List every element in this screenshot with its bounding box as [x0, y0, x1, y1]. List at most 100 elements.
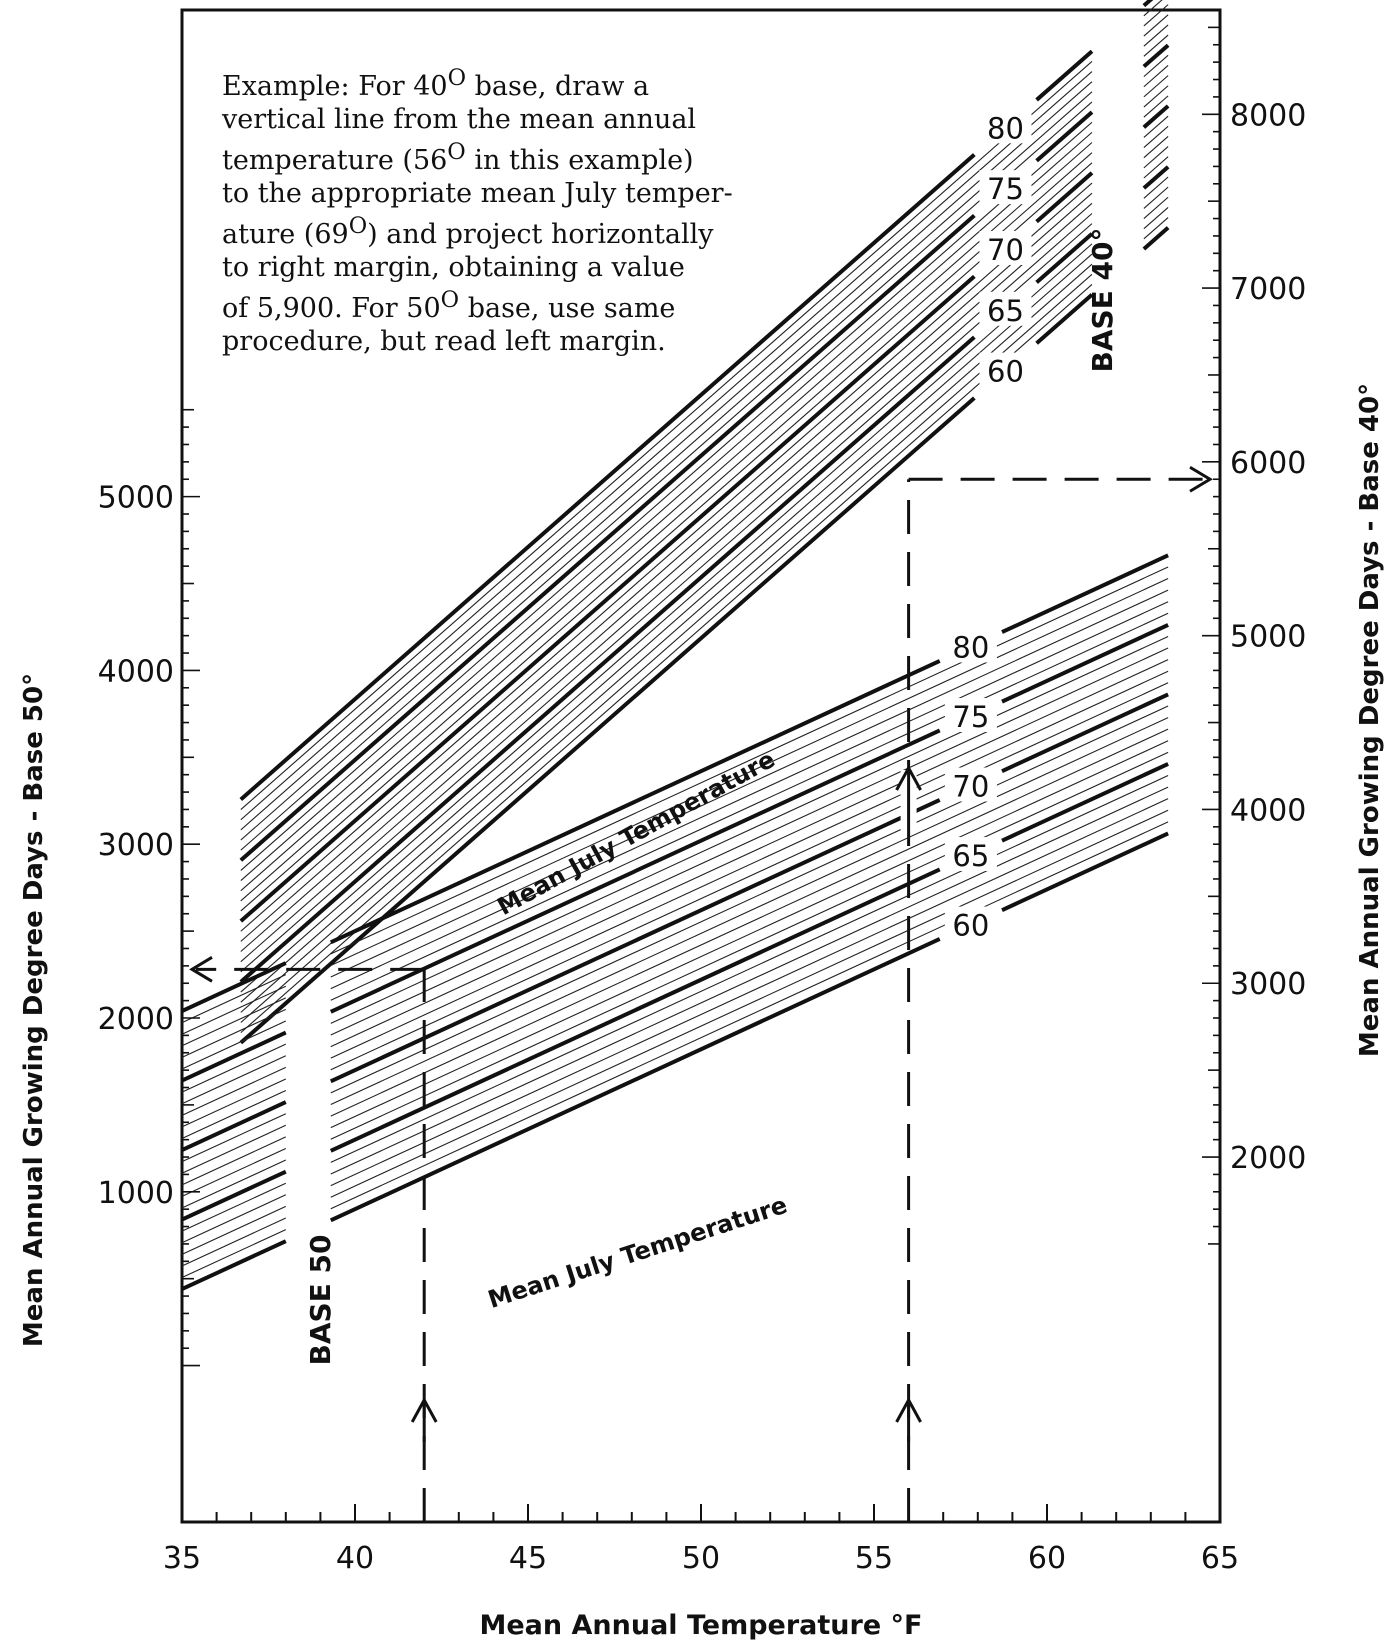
y-right-tick-label: 7000: [1230, 272, 1306, 307]
curve-july-60: [1001, 831, 1169, 912]
hatch-line: [181, 997, 287, 1047]
hatch-line: [1143, 4, 1169, 27]
curve-label-bg: [979, 230, 1032, 265]
hatch-line: [1143, 186, 1169, 209]
hatch-line: [181, 1182, 287, 1232]
hatch-line: [240, 223, 1093, 973]
curve-label: 80: [952, 630, 989, 664]
hatch-line: [240, 142, 1093, 892]
curve-july-70: [1035, 171, 1094, 224]
curve-label: 70: [987, 233, 1024, 267]
arrow-up-icon: [895, 1396, 922, 1442]
band-title-lower: Mean July Temperature: [485, 1191, 791, 1314]
hatch-line: [330, 589, 1169, 978]
hatch-line: [181, 1159, 287, 1209]
hatch-line: [1143, 217, 1169, 240]
curve-july-70: [239, 274, 976, 923]
hatch-line: [330, 670, 1169, 1059]
curve-july-80: [329, 659, 941, 945]
axes-layer: 35 40 45 50 55 60 65 1000 2000 3000 4000 5000 2000 30…: [98, 9, 1306, 1576]
left-axis-title: Mean Annual Growing Degree Days - Base 5…: [19, 673, 49, 1347]
hatch-line: [1143, 14, 1169, 37]
note-line: temperature (56O in this example): [222, 139, 694, 176]
hatch-line: [330, 647, 1169, 1036]
y-right-tick-label: 5000: [1230, 620, 1306, 655]
hatch-line: [330, 809, 1169, 1198]
curve-label-bg: [979, 109, 1032, 144]
x-tick-label: 35: [163, 1541, 201, 1576]
right-axis-title: Mean Annual Growing Degree Days - Base 4…: [1355, 383, 1385, 1057]
hatch-line: [1143, 125, 1169, 148]
curve-label: 60: [987, 355, 1024, 389]
base-40-label: BASE 40°: [1086, 227, 1119, 372]
hatch-line: [330, 635, 1169, 1024]
note-line: procedure, but read left margin.: [222, 326, 666, 357]
hatch-line: [181, 1205, 287, 1255]
hatch-line: [181, 1078, 287, 1128]
hatch-line: [240, 162, 1093, 912]
hatch-line: [181, 1055, 287, 1105]
y-right-tick-label: 4000: [1230, 793, 1306, 828]
curve-july-75: [181, 1030, 287, 1083]
hatch-line: [1143, 176, 1169, 199]
bands-layer: 60 65 70 75 80 60 65 70 75 80: [181, 0, 1170, 1291]
curve-july-80: [1001, 553, 1169, 634]
hatch-line: [240, 253, 1093, 1003]
curve-label-bg: [944, 628, 997, 663]
hatch-line: [240, 101, 1093, 851]
curve-july-60: [329, 937, 941, 1223]
hatch-line: [240, 121, 1093, 871]
hatch-line: [1143, 95, 1169, 118]
hatch-line: [1143, 65, 1169, 88]
hatch-line: [1143, 34, 1169, 57]
curve-july-65: [1001, 762, 1169, 843]
hatch-line: [181, 1020, 287, 1070]
hatch-line: [330, 682, 1169, 1071]
example-note: Example: For 40O base, draw a vertical l…: [222, 62, 862, 358]
curve-july-75: [1035, 110, 1094, 163]
hatch-line: [240, 284, 1093, 1034]
note-line: vertical line from the mean annual: [222, 104, 697, 135]
curve-july-75: [239, 214, 976, 862]
curve-july-60: [1035, 293, 1094, 345]
curve-label: 70: [952, 770, 989, 804]
curve-label: 75: [952, 700, 989, 734]
hatch-line: [240, 213, 1093, 963]
note-line: Example: For 40O base, draw a: [222, 65, 650, 102]
x-tick-label: 40: [336, 1541, 374, 1576]
x-axis-title: Mean Annual Temperature °F: [479, 1610, 922, 1641]
curve-july-70: [181, 1100, 287, 1152]
y-left-tick-label: 3000: [98, 828, 174, 863]
y-right-tick-label: 6000: [1230, 446, 1306, 481]
hatch-line: [1143, 146, 1169, 169]
curve-label-bg: [979, 352, 1032, 387]
curve-label-bg: [944, 767, 997, 802]
curve-label: 65: [952, 839, 989, 873]
hatch-line: [330, 717, 1169, 1106]
curve-label: 80: [987, 111, 1024, 145]
curve-label-bg: [944, 906, 997, 941]
x-tick-label: 60: [1028, 1541, 1066, 1576]
y-right-tick-label: 3000: [1230, 967, 1306, 1002]
hatch-line: [181, 1043, 287, 1093]
base-50-label: BASE 50: [304, 1234, 337, 1365]
curve-july-60: [1142, 226, 1170, 251]
curve-july-65: [239, 335, 976, 984]
curve-label: 75: [987, 172, 1024, 206]
hatch-line: [181, 1066, 287, 1116]
y-right-tick-label: 8000: [1230, 98, 1306, 133]
curve-july-65: [181, 1169, 287, 1222]
hatch-line: [240, 202, 1093, 952]
curve-label-bg: [979, 291, 1032, 326]
note-line: to the appropriate mean July temper-: [222, 178, 733, 209]
y-left-tick-label: 5000: [98, 481, 174, 516]
hatch-line: [1143, 206, 1169, 230]
hatch-line: [240, 263, 1093, 1013]
x-tick-label: 65: [1201, 1541, 1239, 1576]
hatch-line: [1143, 196, 1169, 219]
hatch-line: [240, 81, 1093, 831]
hatch-line: [330, 601, 1169, 990]
curve-label: 60: [952, 909, 989, 943]
curve-label: 65: [987, 294, 1024, 328]
